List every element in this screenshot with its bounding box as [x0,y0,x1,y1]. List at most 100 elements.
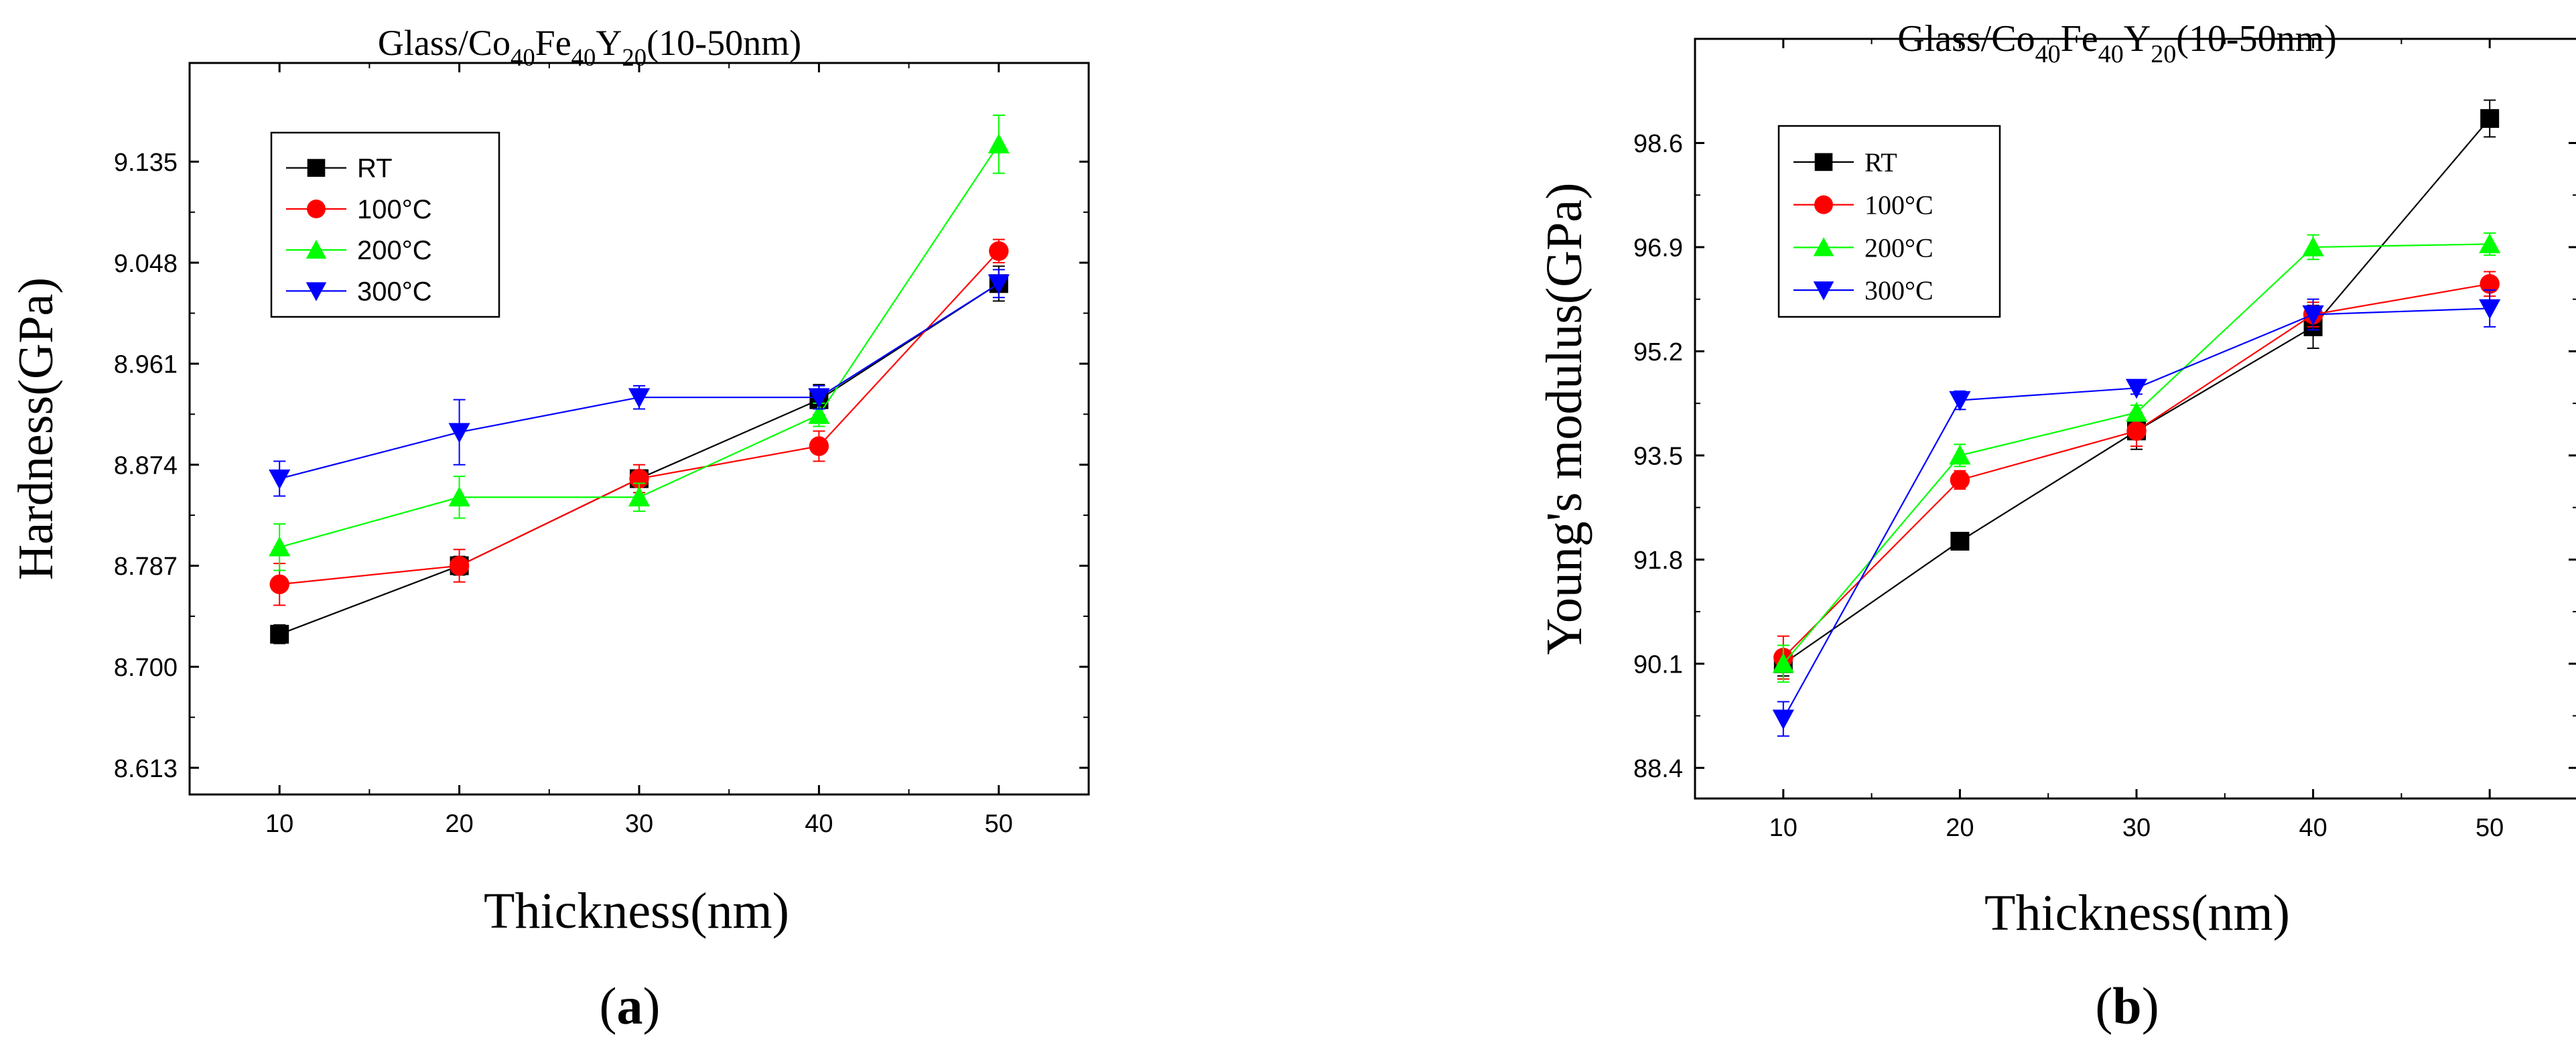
x-tick-label: 30 [625,810,653,838]
data-point [1950,531,1970,551]
legend-label: 300°C [357,277,432,306]
data-point [2479,233,2501,254]
data-point [1949,391,1971,411]
data-point [1772,652,1794,673]
data-point [448,423,470,443]
chart-title-subscript: 40 [2098,40,2124,68]
legend-label: 100°C [1865,190,1934,220]
chart-title-text: Fe [535,23,571,63]
panel-a: Glass/Co40Fe40Y20(10-50nm)8.6138.7008.78… [9,23,1090,1035]
chart-title-subscript: 20 [622,44,647,71]
data-point [449,555,470,576]
x-tick-label: 20 [1946,814,1974,842]
y-tick-label: 91.8 [1633,547,1683,575]
chart-title-text: Y [596,23,622,63]
x-axis-label: Thickness(nm) [484,883,789,939]
chart-title-subscript: 40 [571,44,596,71]
panel-label-paren: ( [2095,977,2112,1035]
y-tick-label: 98.6 [1633,130,1683,158]
data-point [448,486,470,506]
y-tick-label: 88.4 [1633,755,1683,783]
legend-marker [307,199,326,218]
series-100°C [1773,271,2500,680]
data-point [269,469,291,490]
legend-marker [1814,153,1833,171]
chart-title-subscript: 40 [2035,40,2061,68]
data-point [2302,236,2324,257]
legend-label: RT [1865,147,1897,178]
panel-b: Glass/Co40Fe40Y20(10-50nm) 88.4 90.1 91.8 93… [1536,18,2576,1035]
data-point [2479,299,2501,320]
data-point [2480,109,2500,128]
y-tick-label: 93.5 [1633,443,1683,471]
y-axis-label: Hardness(GPa) [9,277,64,580]
legend-marker [306,239,327,259]
panel-label-letter: b [2112,977,2141,1035]
series-200°C [1772,232,2501,683]
legend-marker [1814,195,1833,214]
chart-title: Glass/Co40Fe40Y20(10-50nm) [1897,18,2337,68]
panel-label-paren: ) [2142,977,2159,1035]
series-line [279,283,1000,635]
panel-label-letter: a [617,977,643,1035]
legend-label: RT [357,154,393,184]
x-tick-label: 30 [2122,814,2151,842]
x-tick-label: 10 [265,810,293,838]
chart-title-text: (10-50nm) [647,23,801,63]
legend-label: 100°C [357,195,432,224]
y-tick-label: 8.961 [114,351,178,379]
data-point [988,274,1010,295]
y-tick-label: 9.048 [114,250,178,278]
legend-marker [306,282,327,301]
data-point [1949,444,1971,465]
data-point [809,436,829,456]
legend-marker [1813,237,1834,257]
x-tick-label: 40 [2299,814,2327,842]
legend-label: 300°C [1865,275,1934,305]
x-tick-label: 50 [985,810,1013,838]
y-tick-label: 9.135 [114,149,178,177]
data-point [2126,421,2147,441]
series-300°C [269,269,1010,497]
series-line [1783,283,2490,658]
series-RT [270,265,1008,644]
data-point [270,624,289,644]
panel-label: (b) [2095,977,2159,1035]
y-tick-label: 8.874 [114,452,178,480]
panel-label: (a) [600,977,661,1035]
data-point [2302,305,2324,326]
x-tick-label: 20 [445,810,473,838]
y-axis-label: Young's modulus(GPa) [1536,183,1592,655]
data-point [808,404,830,424]
chart-title: Glass/Co40Fe40Y20(10-50nm) [378,23,801,71]
chart-title-subscript: 20 [2151,40,2176,68]
legend: RT 100°C 200°C 300°C [270,131,500,318]
data-point [628,486,651,506]
data-point [2125,378,2148,399]
y-tick-label: 90.1 [1633,650,1683,679]
x-tick-label: 50 [2476,814,2504,842]
panel-label-paren: ( [600,977,617,1035]
panel-label-paren: ) [643,977,661,1035]
chart-title-subscript: 40 [511,44,535,71]
x-tick-label: 40 [805,810,833,838]
y-tick-label: 96.9 [1633,234,1683,263]
series-line [1782,307,2490,719]
data-point [269,574,289,594]
y-tick-label: 95.2 [1633,338,1683,366]
data-point [989,241,1009,261]
series-200°C [269,115,1010,571]
legend: RT 100°C 200°C 300°C [1777,125,2001,318]
x-axis-label: Thickness(nm) [1984,885,2290,941]
data-point [628,388,651,409]
data-point [808,388,830,409]
legend-label: 200°C [357,236,432,265]
data-point [1950,470,1970,490]
data-point [2480,274,2500,294]
legend-marker [307,159,326,177]
chart-title-text: Glass/Co [378,23,511,63]
y-tick-label: 8.613 [114,755,178,783]
data-point [269,536,291,557]
